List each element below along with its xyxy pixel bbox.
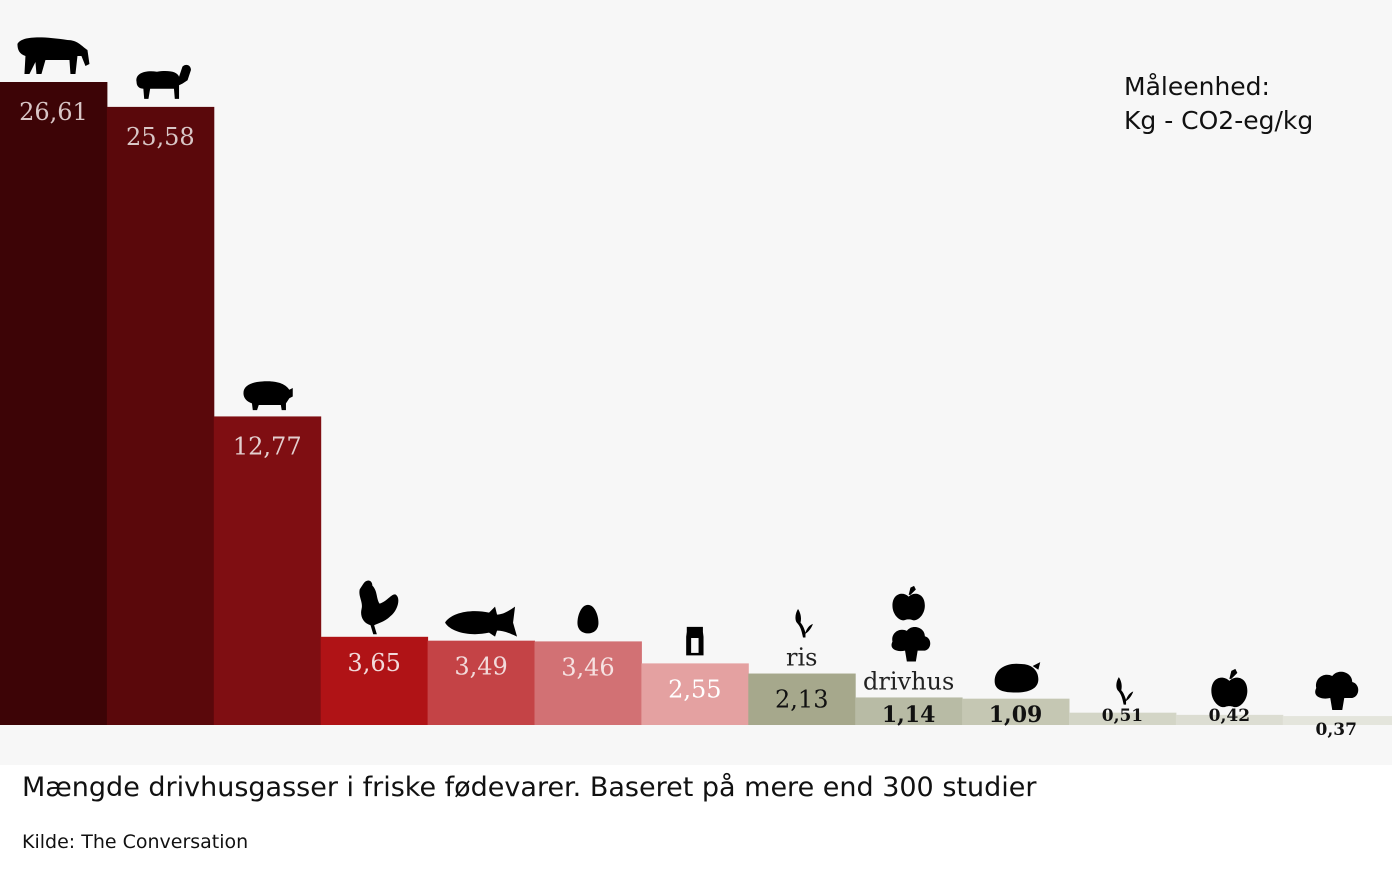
apple-broccoli-icon [891, 585, 931, 662]
apple-icon [1211, 668, 1248, 708]
value-label-12: 0,42 [1209, 706, 1250, 726]
broccoli-icon [1315, 671, 1359, 711]
value-label-11: 0,51 [1102, 706, 1143, 726]
bar-chart: 26,61 25,58 12,77 3,65 3,49 3,46 2,55 2,13 ris 1,… [0, 37, 1392, 740]
value-label-6: 3,46 [561, 653, 614, 681]
chicken-icon [359, 580, 399, 635]
chart-caption: Mængde drivhusgasser i friske fødevarer.… [22, 772, 1037, 803]
pig-icon [243, 381, 293, 411]
value-label-1: 26,61 [19, 98, 88, 126]
broccoli-icon [891, 627, 931, 662]
value-label-2: 25,58 [126, 123, 195, 151]
apple-icon [892, 585, 925, 621]
sheep-icon [136, 64, 191, 99]
bar-12 [1175, 714, 1284, 725]
unit-label-line1: Måleenhed: [1124, 72, 1270, 101]
value-label-5: 3,49 [454, 653, 507, 681]
bar-4 [320, 636, 429, 725]
bar-10 [962, 698, 1070, 725]
bar-3 [213, 416, 322, 725]
milk-carton-icon [686, 626, 704, 656]
bar-8 [748, 673, 856, 725]
egg-icon [577, 604, 599, 634]
bar-text-9: drivhus [863, 667, 954, 695]
sprout-icon [1116, 677, 1134, 705]
bar-7 [641, 663, 749, 725]
unit-label: Måleenhed: Kg - CO2-eg/kg [1124, 70, 1313, 138]
bar-13 [1282, 716, 1392, 725]
bar-6 [534, 641, 642, 725]
value-label-7: 2,55 [668, 675, 721, 703]
value-label-4: 3,65 [347, 649, 400, 677]
potato-icon [994, 662, 1041, 693]
value-label-8: 2,13 [775, 686, 828, 714]
bar-text-8: ris [786, 644, 817, 672]
bar-2 [106, 106, 215, 725]
cow-icon [17, 37, 90, 74]
value-label-3: 12,77 [233, 432, 302, 460]
bar-9 [855, 697, 963, 725]
sprout-icon [795, 609, 813, 638]
bar-1 [0, 82, 108, 725]
bar-11 [1069, 712, 1177, 725]
fish-icon [445, 606, 518, 637]
value-label-10: 1,09 [989, 702, 1043, 728]
chart-source: Kilde: The Conversation [22, 831, 249, 853]
value-label-13: 0,37 [1316, 720, 1357, 740]
bar-5 [427, 640, 535, 725]
unit-label-line2: Kg - CO2-eg/kg [1124, 106, 1314, 135]
value-label-9: 1,14 [882, 702, 936, 728]
